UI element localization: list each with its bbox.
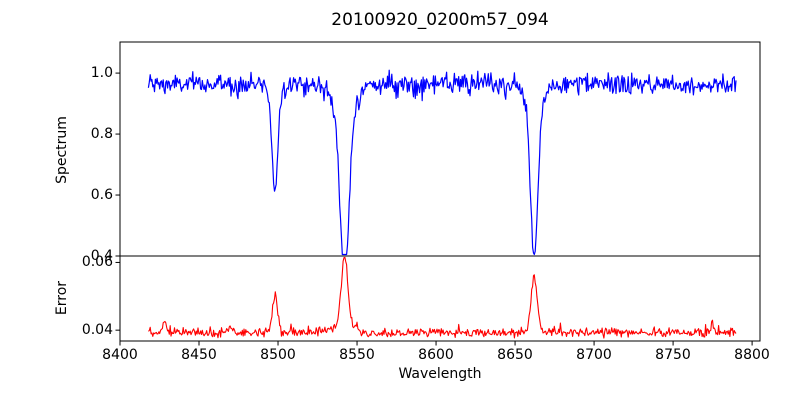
y-tick-label: 0.4 — [90, 248, 113, 264]
spectrum-line — [147, 69, 737, 256]
x-tick-label: 8550 — [339, 347, 375, 363]
wavelength-axis-label: Wavelength — [398, 366, 482, 382]
y-tick-label: 1.0 — [90, 65, 113, 81]
error-panel-border — [119, 255, 761, 342]
x-tick-label: 8750 — [655, 347, 691, 363]
spectrum-panel-border — [119, 41, 761, 257]
x-tick-label: 8700 — [576, 347, 612, 363]
y-tick-label: 0.04 — [81, 322, 113, 338]
spectrum-axis-label: Spectrum — [54, 116, 70, 184]
error-axis-label: Error — [54, 280, 70, 316]
axis-tick-marks — [115, 72, 753, 346]
y-tick-label: 0.6 — [90, 187, 113, 203]
y-tick-label: 0.06 — [81, 254, 113, 270]
x-tick-label: 8600 — [418, 347, 454, 363]
x-tick-label: 8800 — [734, 347, 770, 363]
error-line — [148, 256, 737, 339]
x-tick-label: 8500 — [260, 347, 296, 363]
x-tick-label: 8650 — [497, 347, 533, 363]
x-tick-label: 8450 — [181, 347, 217, 363]
y-tick-label: 0.8 — [90, 126, 113, 142]
chart-title: 20100920_0200m57_094 — [331, 10, 549, 30]
x-tick-label: 8400 — [102, 347, 138, 363]
